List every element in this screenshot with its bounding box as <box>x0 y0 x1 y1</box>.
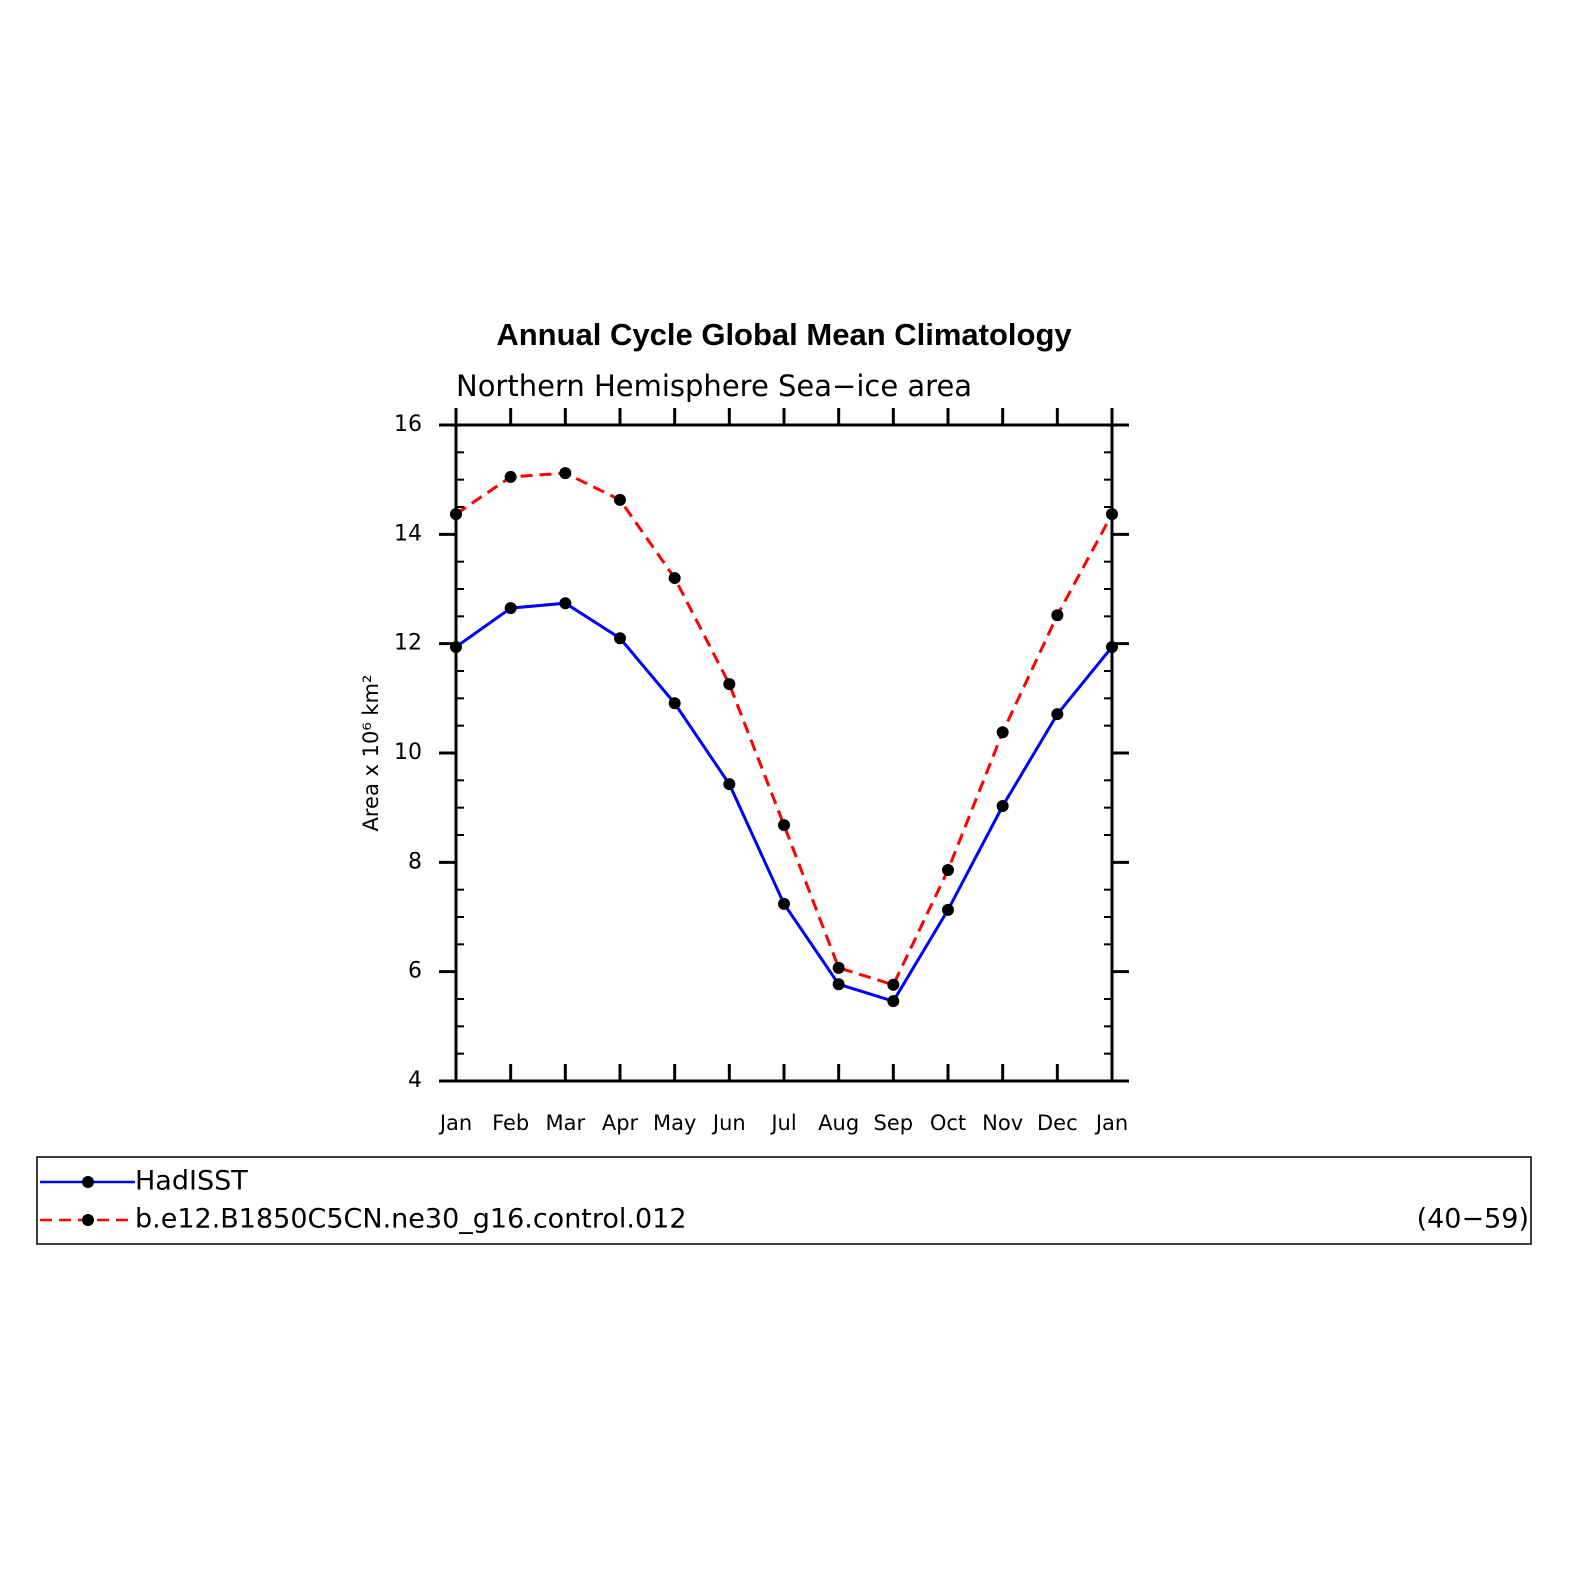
data-point <box>1051 708 1064 721</box>
data-point <box>668 697 681 710</box>
x-tick-label: Sep <box>874 1111 914 1135</box>
data-point <box>723 778 736 791</box>
data-point <box>942 863 954 876</box>
data-point <box>668 572 681 585</box>
legend-note: (40−59) <box>1417 1204 1529 1235</box>
x-tick-label: Jan <box>438 1111 472 1135</box>
data-point <box>832 961 845 974</box>
data-point <box>1106 640 1118 653</box>
data-point <box>887 978 900 991</box>
data-point <box>832 978 845 991</box>
y-tick-label: 12 <box>394 631 422 656</box>
y-tick-label: 16 <box>394 412 422 437</box>
y-tick-label: 10 <box>394 740 422 765</box>
chart-title: Annual Cycle Global Mean Climatology <box>496 317 1072 352</box>
legend-marker <box>82 1176 94 1188</box>
chart-subtitle: Northern Hemisphere Sea−ice area <box>456 369 972 403</box>
x-tick-label: Dec <box>1037 1111 1078 1135</box>
data-point <box>614 632 626 645</box>
x-tick-label: May <box>653 1111 696 1135</box>
data-point <box>778 897 790 910</box>
data-point <box>1106 508 1118 521</box>
x-tick-label: Jan <box>1094 1111 1128 1135</box>
data-point <box>887 995 900 1008</box>
data-point <box>996 726 1009 739</box>
x-tick-label: Feb <box>492 1111 529 1135</box>
y-tick-label: 4 <box>408 1068 422 1093</box>
data-point <box>778 819 790 832</box>
legend-box <box>36 1156 1532 1245</box>
legend-label: b.e12.B1850C5CN.ne30_g16.control.012 <box>135 1204 687 1235</box>
data-point <box>450 508 462 521</box>
legend-label: HadISST <box>135 1166 248 1197</box>
x-tick-label: Oct <box>930 1111 966 1135</box>
legend-marker <box>82 1214 94 1226</box>
x-tick-label: Jun <box>711 1111 746 1135</box>
data-point <box>450 640 462 653</box>
data-point <box>504 602 517 615</box>
x-tick-label: Nov <box>982 1111 1023 1135</box>
data-point <box>559 467 572 480</box>
data-point <box>723 678 736 691</box>
y-tick-label: 6 <box>408 959 422 984</box>
series-line <box>455 601 1114 1003</box>
data-point <box>504 470 517 483</box>
y-axis-label: Area x 10⁶ km² <box>359 675 383 832</box>
data-point <box>996 800 1009 813</box>
y-tick-label: 14 <box>394 521 422 546</box>
plot-frame <box>454 423 1114 1083</box>
data-point <box>614 493 626 506</box>
x-tick-label: Apr <box>602 1111 639 1135</box>
data-point <box>1051 609 1064 622</box>
data-point <box>942 903 954 916</box>
x-tick-label: Jul <box>769 1111 796 1135</box>
y-tick-label: 8 <box>408 849 422 874</box>
x-tick-label: Aug <box>818 1111 859 1135</box>
data-point <box>559 597 572 610</box>
x-tick-label: Mar <box>546 1111 586 1135</box>
